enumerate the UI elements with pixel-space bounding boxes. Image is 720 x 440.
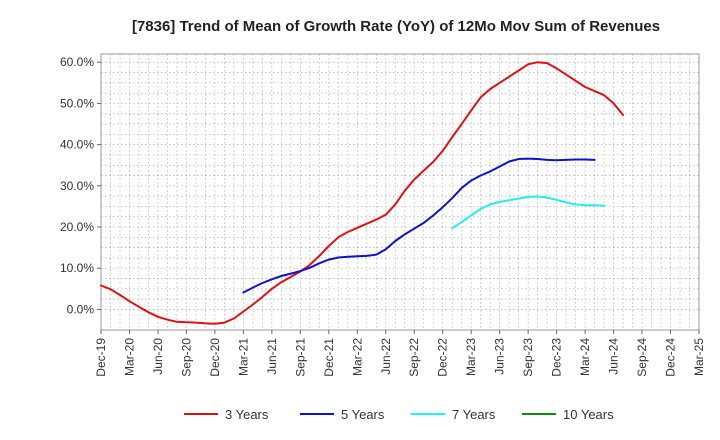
x-tick-label: Sep-23 [521, 338, 535, 377]
x-tick-label: Sep-24 [635, 338, 649, 377]
x-tick-label: Dec-22 [436, 338, 450, 377]
plot-frame [100, 53, 700, 331]
x-tick-label: Jun-20 [151, 338, 165, 375]
x-tick-label: Dec-24 [664, 338, 678, 377]
x-tick-label: Sep-20 [179, 338, 193, 377]
x-tick-label: Jun-24 [607, 338, 621, 375]
legend: 3 Years 5 Years 7 Years 10 Years [184, 407, 614, 422]
grid [100, 54, 700, 330]
x-tick-label: Sep-21 [293, 338, 307, 377]
x-axis: Dec-19 Mar-20 Jun-20 Sep-20 Dec-20 Mar-21 Jun-… [94, 330, 706, 377]
x-tick-label: Mar-24 [578, 338, 592, 376]
x-tick-label: Mar-22 [350, 338, 364, 376]
x-tick-label: Mar-21 [236, 338, 250, 376]
x-tick-label: Dec-23 [550, 338, 564, 377]
x-tick-label: Mar-20 [122, 338, 136, 376]
x-tick-label: Jun-21 [265, 338, 279, 375]
series-line-3-years [100, 61, 625, 325]
x-tick-label: Dec-21 [322, 338, 336, 377]
y-axis: 0.0% 10.0% 20.0% 30.0% 40.0% 50.0% 60.0% [60, 55, 101, 316]
legend-label: 5 Years [341, 407, 385, 422]
legend-label: 3 Years [225, 407, 269, 422]
x-tick-label: Dec-20 [208, 338, 222, 377]
y-tick-label: 50.0% [60, 96, 94, 110]
y-tick-label: 60.0% [60, 55, 94, 69]
x-tick-label: Mar-23 [464, 338, 478, 376]
y-tick-label: 20.0% [60, 220, 94, 234]
series-line-7-years [451, 195, 606, 230]
y-tick-label: 10.0% [60, 261, 94, 275]
y-tick-label: 30.0% [60, 179, 94, 193]
x-tick-label: Dec-19 [94, 338, 108, 377]
series-layer [100, 61, 625, 325]
series-line-5-years [242, 157, 596, 294]
x-tick-label: Sep-22 [407, 338, 421, 377]
legend-label: 7 Years [452, 407, 496, 422]
x-tick-label: Jun-23 [493, 338, 507, 375]
x-tick-label: Mar-25 [692, 338, 706, 376]
y-tick-label: 40.0% [60, 138, 94, 152]
y-tick-label: 0.0% [67, 302, 95, 316]
chart-title: [7836] Trend of Mean of Growth Rate (YoY… [132, 18, 660, 35]
legend-label: 10 Years [563, 407, 614, 422]
x-tick-label: Jun-22 [379, 338, 393, 375]
